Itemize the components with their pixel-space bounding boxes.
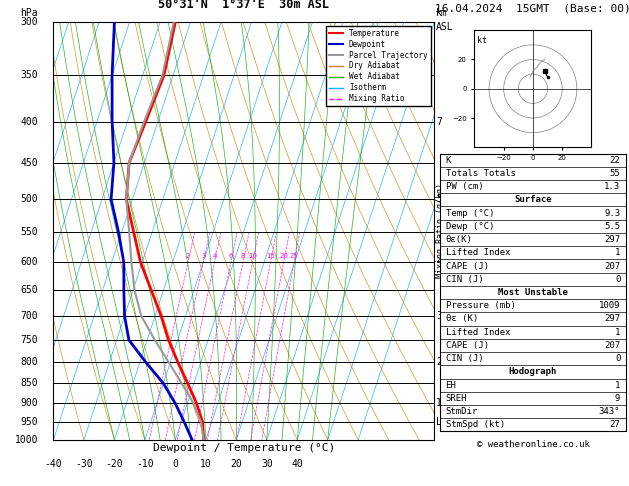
Text: 20: 20: [279, 253, 288, 259]
Text: 4: 4: [437, 258, 442, 267]
Text: Dewp (°C): Dewp (°C): [445, 222, 494, 231]
Text: 25: 25: [290, 253, 299, 259]
Text: Pressure (mb): Pressure (mb): [445, 301, 516, 310]
Text: CAPE (J): CAPE (J): [445, 261, 489, 271]
Text: K: K: [445, 156, 451, 165]
Text: 500: 500: [21, 194, 38, 204]
Text: 0: 0: [615, 354, 620, 363]
Text: 30: 30: [261, 459, 272, 469]
Text: Lifted Index: Lifted Index: [445, 328, 510, 337]
Text: θε (K): θε (K): [445, 314, 478, 324]
Text: 297: 297: [604, 314, 620, 324]
Text: 550: 550: [21, 227, 38, 237]
Text: 15: 15: [266, 253, 275, 259]
Text: 343°: 343°: [599, 407, 620, 416]
Text: Temp (°C): Temp (°C): [445, 208, 494, 218]
Text: 600: 600: [21, 258, 38, 267]
Text: 16.04.2024  15GMT  (Base: 00): 16.04.2024 15GMT (Base: 00): [435, 3, 629, 14]
Text: 5: 5: [437, 194, 442, 204]
Text: -10: -10: [136, 459, 153, 469]
Text: 0: 0: [172, 459, 178, 469]
Text: Lifted Index: Lifted Index: [445, 248, 510, 257]
Text: © weatheronline.co.uk: © weatheronline.co.uk: [477, 440, 589, 449]
Text: CIN (J): CIN (J): [445, 275, 483, 284]
Text: Hodograph: Hodograph: [509, 367, 557, 377]
Text: 0: 0: [615, 275, 620, 284]
Text: 55: 55: [610, 169, 620, 178]
Text: 350: 350: [21, 70, 38, 80]
Text: 2: 2: [437, 357, 442, 367]
Text: Mixing Ratio (g/kg): Mixing Ratio (g/kg): [437, 183, 445, 278]
Text: ASL: ASL: [437, 22, 454, 32]
Text: 7: 7: [437, 117, 442, 127]
Text: 750: 750: [21, 335, 38, 345]
Text: hPa: hPa: [21, 8, 38, 17]
Text: Most Unstable: Most Unstable: [498, 288, 568, 297]
Text: 207: 207: [604, 341, 620, 350]
Text: -30: -30: [75, 459, 92, 469]
Text: km: km: [437, 8, 448, 17]
Text: 300: 300: [21, 17, 38, 27]
Text: LCL: LCL: [437, 417, 454, 427]
Text: -20: -20: [106, 459, 123, 469]
Text: 1: 1: [615, 328, 620, 337]
Text: 5.5: 5.5: [604, 222, 620, 231]
Text: 850: 850: [21, 379, 38, 388]
Text: StmDir: StmDir: [445, 407, 478, 416]
Text: 10: 10: [248, 253, 257, 259]
Text: 1: 1: [615, 381, 620, 390]
Text: 450: 450: [21, 157, 38, 168]
Text: 800: 800: [21, 357, 38, 367]
Text: -40: -40: [45, 459, 62, 469]
Text: 22: 22: [610, 156, 620, 165]
Text: 2: 2: [186, 253, 190, 259]
Text: 700: 700: [21, 311, 38, 321]
Text: 40: 40: [291, 459, 303, 469]
Text: 3: 3: [201, 253, 206, 259]
Text: 1: 1: [437, 398, 442, 408]
Text: 900: 900: [21, 398, 38, 408]
Text: CAPE (J): CAPE (J): [445, 341, 489, 350]
Text: EH: EH: [445, 381, 457, 390]
Text: 4: 4: [212, 253, 216, 259]
Text: 1: 1: [615, 248, 620, 257]
Text: PW (cm): PW (cm): [445, 182, 483, 191]
Text: θε(K): θε(K): [445, 235, 472, 244]
Text: 400: 400: [21, 117, 38, 127]
Text: StmSpd (kt): StmSpd (kt): [445, 420, 504, 429]
Text: SREH: SREH: [445, 394, 467, 403]
Text: 950: 950: [21, 417, 38, 427]
Text: 1000: 1000: [14, 435, 38, 445]
Text: 50°31'N  1°37'E  30m ASL: 50°31'N 1°37'E 30m ASL: [159, 0, 330, 12]
Text: 27: 27: [610, 420, 620, 429]
Text: CIN (J): CIN (J): [445, 354, 483, 363]
Text: 1.3: 1.3: [604, 182, 620, 191]
Text: 1009: 1009: [599, 301, 620, 310]
Text: 10: 10: [200, 459, 212, 469]
X-axis label: Dewpoint / Temperature (°C): Dewpoint / Temperature (°C): [153, 443, 335, 452]
Text: 20: 20: [230, 459, 242, 469]
Text: 6: 6: [228, 253, 233, 259]
Text: Surface: Surface: [514, 195, 552, 204]
Text: 9: 9: [615, 394, 620, 403]
Text: 3: 3: [437, 311, 442, 321]
Text: 8: 8: [241, 253, 245, 259]
Text: 9.3: 9.3: [604, 208, 620, 218]
Text: 297: 297: [604, 235, 620, 244]
Text: 650: 650: [21, 285, 38, 295]
Legend: Temperature, Dewpoint, Parcel Trajectory, Dry Adiabat, Wet Adiabat, Isotherm, Mi: Temperature, Dewpoint, Parcel Trajectory…: [326, 26, 431, 106]
Text: 207: 207: [604, 261, 620, 271]
Text: Totals Totals: Totals Totals: [445, 169, 516, 178]
